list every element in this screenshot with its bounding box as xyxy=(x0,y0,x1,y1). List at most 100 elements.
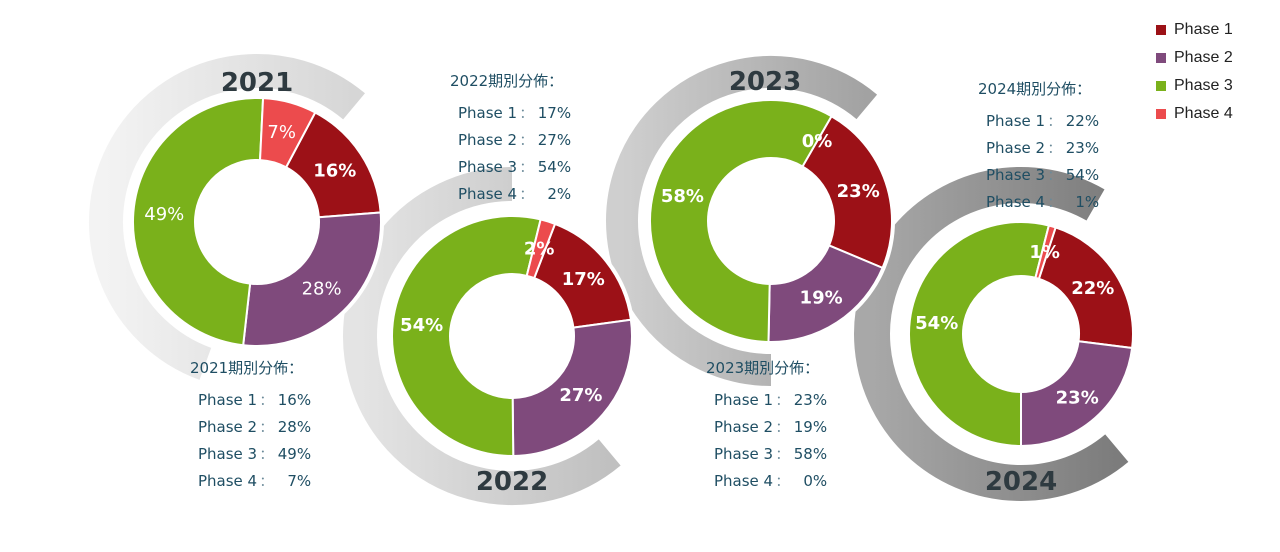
slice-2021-phase-4 xyxy=(258,97,317,169)
info-row-value: 0% xyxy=(803,471,828,490)
legend-label: Phase 4 xyxy=(1174,105,1233,122)
info-row-separator: ： xyxy=(519,188,533,203)
legend-item-phase-2: Phase 2 xyxy=(1156,44,1233,72)
info-title: 2021期別分佈： xyxy=(190,359,304,377)
data-label-2024-2: 23% xyxy=(1056,387,1099,408)
data-label-2023-2: 19% xyxy=(800,288,843,309)
ribbon-arc-2021 xyxy=(89,54,365,380)
legend-item-phase-1: Phase 1 xyxy=(1156,16,1233,44)
info-row: Phase 1： 23% xyxy=(706,386,827,413)
info-row-separator: ： xyxy=(259,475,273,490)
info-row-label: Phase 2 xyxy=(714,417,774,436)
info-row-value: 1% xyxy=(1075,192,1100,211)
info-row-label: Phase 3 xyxy=(986,165,1046,184)
info-row-separator: ： xyxy=(519,161,533,176)
info-row-label: Phase 4 xyxy=(198,471,258,490)
info-row: Phase 4： 7% xyxy=(190,467,311,494)
info-row-value: 17% xyxy=(537,103,572,122)
legend-swatch xyxy=(1156,109,1166,119)
legend-label: Phase 1 xyxy=(1174,21,1233,38)
info-row: Phase 3： 49% xyxy=(190,440,311,467)
info-row-value: 58% xyxy=(793,444,828,463)
donut-2023: 23% 19% 58% 0% xyxy=(647,97,895,345)
slice-2023-phase-1 xyxy=(801,114,893,270)
info-row-label: Phase 1 xyxy=(986,111,1046,130)
info-row-label: Phase 4 xyxy=(714,471,774,490)
info-row-separator: ： xyxy=(775,421,789,436)
legend-swatch xyxy=(1156,53,1166,63)
info-row: Phase 1： 17% xyxy=(450,99,571,126)
donut-2021: 16% 28% 49% 7% xyxy=(130,95,384,349)
data-label-2023-3: 58% xyxy=(661,186,704,207)
slice-2024-phase-1 xyxy=(1037,226,1134,350)
info-row: Phase 4： 2% xyxy=(450,180,571,207)
info-row-value: 23% xyxy=(1065,138,1100,157)
info-row-label: Phase 3 xyxy=(458,157,518,176)
slice-2024-phase-4 xyxy=(1034,224,1057,281)
data-label-2024-4: 1% xyxy=(1029,242,1060,263)
info-row: Phase 3： 54% xyxy=(978,161,1099,188)
info-row-separator: ： xyxy=(1047,115,1061,130)
info-row-label: Phase 2 xyxy=(986,138,1046,157)
info-box-2023: 2023期別分佈： Phase 1： 23% Phase 2： 19% Phase 3： 5… xyxy=(706,357,827,494)
info-row: Phase 2： 28% xyxy=(190,413,311,440)
info-box-2022: 2022期別分佈： Phase 1： 17% Phase 2： 27% Phase 3： 5… xyxy=(450,70,571,207)
data-label-2021-2: 28% xyxy=(302,278,342,299)
slice-2022-phase-4 xyxy=(525,218,557,280)
info-row-label: Phase 1 xyxy=(714,390,774,409)
info-row-value: 49% xyxy=(277,444,312,463)
info-row: Phase 2： 27% xyxy=(450,126,571,153)
ribbon-arc-2023 xyxy=(606,56,878,386)
info-row: Phase 1： 22% xyxy=(978,107,1099,134)
info-row: Phase 3： 58% xyxy=(706,440,827,467)
info-row-label: Phase 4 xyxy=(458,184,518,203)
slice-2024-phase-3 xyxy=(908,221,1051,448)
legend-item-phase-4: Phase 4 xyxy=(1156,100,1233,128)
info-row-value: 54% xyxy=(537,157,572,176)
data-label-2021-1: 16% xyxy=(313,161,356,182)
legend-swatch xyxy=(1156,81,1166,91)
info-row-separator: ： xyxy=(775,394,789,409)
info-row-separator: ： xyxy=(259,421,273,436)
info-row-value: 23% xyxy=(793,390,828,409)
slice-2021-phase-3 xyxy=(131,97,265,347)
chart-legend: Phase 1 Phase 2 Phase 3 Phase 4 xyxy=(1156,16,1233,128)
info-row-label: Phase 3 xyxy=(714,444,774,463)
legend-swatch xyxy=(1156,25,1166,35)
info-row-value: 27% xyxy=(537,130,572,149)
info-row-separator: ： xyxy=(259,448,273,463)
info-row: Phase 4： 1% xyxy=(978,188,1099,215)
ribbon-arc-2024 xyxy=(854,167,1129,501)
year-label-2023: 2023 xyxy=(729,67,801,97)
info-row: Phase 3： 54% xyxy=(450,153,571,180)
info-row: Phase 1： 16% xyxy=(190,386,311,413)
info-title: 2022期別分佈： xyxy=(450,72,564,90)
info-row-value: 16% xyxy=(277,390,312,409)
info-row-value: 19% xyxy=(793,417,828,436)
info-row-value: 22% xyxy=(1065,111,1100,130)
info-box-2021: 2021期別分佈： Phase 1： 16% Phase 2： 28% Phase 3： 4… xyxy=(190,357,311,494)
data-label-2024-1: 22% xyxy=(1071,278,1114,299)
info-row-separator: ： xyxy=(519,107,533,122)
legend-label: Phase 3 xyxy=(1174,77,1233,94)
data-label-2022-3: 54% xyxy=(400,315,443,336)
info-title: 2024期別分佈： xyxy=(978,80,1092,98)
info-row-separator: ： xyxy=(1047,196,1061,211)
info-row: Phase 2： 23% xyxy=(978,134,1099,161)
info-row-separator: ： xyxy=(775,448,789,463)
year-label-2024: 2024 xyxy=(985,467,1057,497)
data-label-2022-4: 2% xyxy=(524,239,555,260)
year-label-2021: 2021 xyxy=(221,68,293,98)
info-row: Phase 4： 0% xyxy=(706,467,827,494)
info-row-label: Phase 3 xyxy=(198,444,258,463)
data-label-2024-3: 54% xyxy=(915,313,958,334)
slice-2022-phase-3 xyxy=(390,215,542,457)
info-row-value: 28% xyxy=(277,417,312,436)
info-row-separator: ： xyxy=(259,394,273,409)
data-label-2023-4: 0% xyxy=(802,131,833,152)
donut-2022: 17% 27% 54% 2% xyxy=(389,213,635,459)
info-row-separator: ： xyxy=(1047,169,1061,184)
data-label-2021-3: 49% xyxy=(144,204,184,225)
info-box-2024: 2024期別分佈： Phase 1： 22% Phase 2： 23% Phase 3： 5… xyxy=(978,78,1099,215)
